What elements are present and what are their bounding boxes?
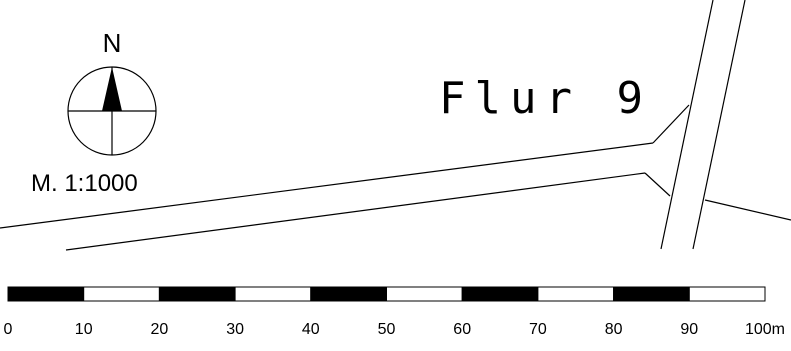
scale-bar-segment: [158, 286, 236, 302]
road-upper-bend: [652, 104, 690, 144]
scale-bar-segment: [688, 286, 766, 302]
north-label: N: [103, 28, 122, 58]
scale-bar-tick-label: 60: [453, 321, 471, 338]
scale-bar-ticks: 0 10 20 30 40 50 60 70 80 90 100m: [4, 321, 785, 338]
parcel-line-east: [704, 199, 791, 221]
scale-bar-tick-label: 90: [680, 321, 698, 338]
scale-bar-tick-label: 30: [226, 321, 244, 338]
scale-bar-tick-label: 80: [605, 321, 623, 338]
scale-bar-segment: [386, 286, 463, 302]
scale-bar-tick-label: 40: [302, 321, 320, 338]
scale-bar-segment: [234, 286, 312, 302]
north-arrow-head-icon: [102, 67, 122, 111]
parcel-label: Flur 9: [439, 73, 652, 124]
scale-bar-segment: [310, 286, 387, 302]
scale-bar-tick-label: 10: [75, 321, 93, 338]
vertical-road-right-edge: [692, 0, 746, 250]
scale-bar-tick-label: 50: [378, 321, 396, 338]
road-lower-edge: [65, 172, 646, 251]
scale-bar-segment: [7, 286, 85, 302]
map-scale-text: M. 1:1000: [31, 170, 138, 197]
parcel-boundaries: [0, 0, 791, 251]
scale-bar-segment: [537, 286, 615, 302]
vertical-road-left-edge: [660, 0, 714, 250]
scale-bar: [7, 286, 766, 302]
scale-bar-tick-label: 0: [4, 321, 13, 338]
scale-bar-tick-label: 100m: [745, 321, 785, 338]
scale-bar-segment: [83, 286, 160, 302]
road-upper-edge: [0, 142, 654, 229]
north-arrow: N: [67, 28, 157, 156]
scale-bar-tick-label: 20: [151, 321, 169, 338]
road-lower-bend: [644, 172, 671, 197]
scale-bar-tick-label: 70: [529, 321, 547, 338]
scale-bar-segment: [461, 286, 539, 302]
scale-bar-segment: [613, 286, 690, 302]
